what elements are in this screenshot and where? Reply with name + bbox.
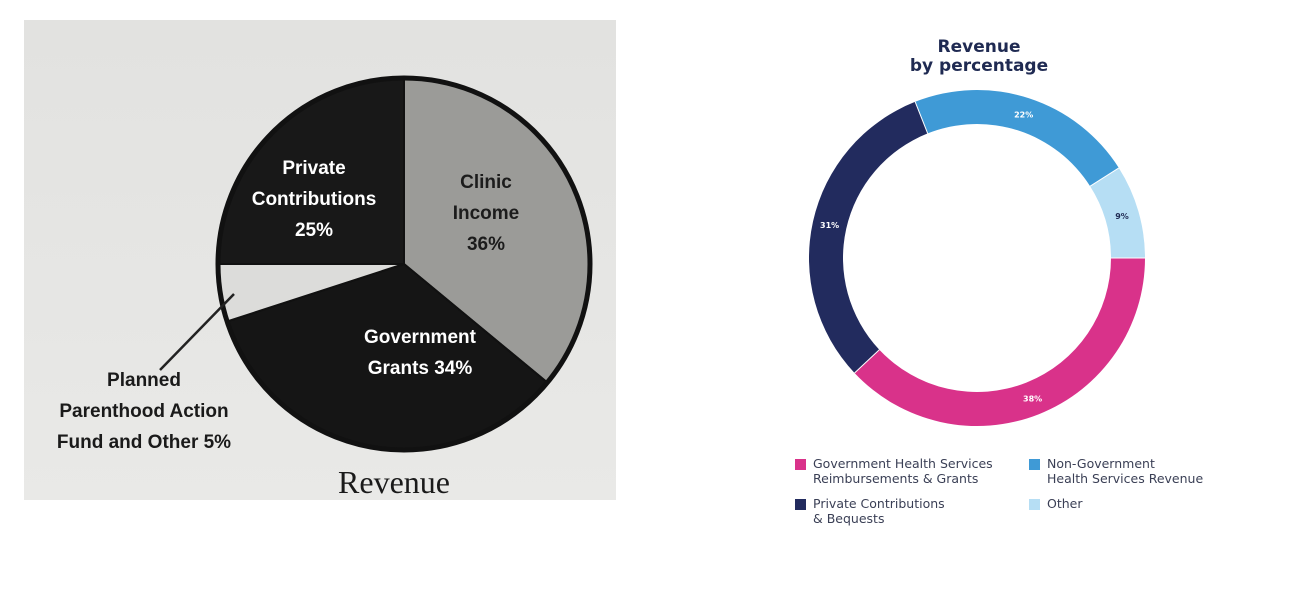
donut-label-private-contributions-bequests: 31% [820,221,839,230]
legend-item-non-government-health-services-revenue: Non-Government Health Services Revenue [1029,456,1215,486]
legend-label: Private Contributions & Bequests [813,496,945,526]
donut-slice-other [1090,167,1145,258]
donut-label-other: 9% [1115,212,1129,221]
legend-swatch [795,459,806,470]
legend-swatch [1029,459,1040,470]
scanned-revenue-chart: Clinic Income 36% Government Grants 34% Plann… [24,20,616,500]
old-slice-label-private-contributions: Private Contributions 25% [252,158,377,241]
donut-chart-svg: Revenue by percentage 38% 31% 22% 9% [809,37,1145,426]
donut-label-government-health-services-reimbursements-grants: 38% [1023,394,1042,403]
donut-slice-non-government-health-services-revenue [915,90,1119,187]
legend-swatch [795,499,806,510]
donut-label-non-government-health-services-revenue: 22% [1014,110,1033,119]
old-leader-line [159,293,235,371]
donut-separator [914,101,929,134]
donut-legend: Government Health Services Reimbursement… [795,456,1215,526]
old-slice-label-government-grants: Government Grants 34% [364,327,477,379]
donut-subtitle: by percentage [910,56,1048,76]
legend-label: Other [1047,496,1083,511]
legend-swatch [1029,499,1040,510]
old-pie-svg: Clinic Income 36% Government Grants 34% Plann… [57,75,593,500]
legend-label: Non-Government Health Services Revenue [1047,456,1204,486]
donut-slice-private-contributions-bequests [809,101,928,374]
legend-item-private-contributions-bequests: Private Contributions & Bequests [795,496,1029,526]
donut-title: Revenue [938,37,1021,57]
legend-label: Government Health Services Reimbursement… [813,456,993,486]
old-slice-label-planned-parenthood-action-fund-and-other: Planned Parenthood Action Fund and Other 5… [57,370,231,453]
old-chart-title: Revenue [338,464,450,500]
legend-item-government-health-services-reimbursements-grants: Government Health Services Reimbursement… [795,456,1029,486]
old-slice-label-clinic-income: Clinic Income 36% [453,172,520,255]
donut-separator [854,349,880,374]
old-pie-rim [215,75,593,453]
donut-separator [1089,167,1120,187]
donut-slice-government-health-services-reimbursements-grants [854,258,1145,426]
legend-item-other: Other [1029,496,1215,526]
